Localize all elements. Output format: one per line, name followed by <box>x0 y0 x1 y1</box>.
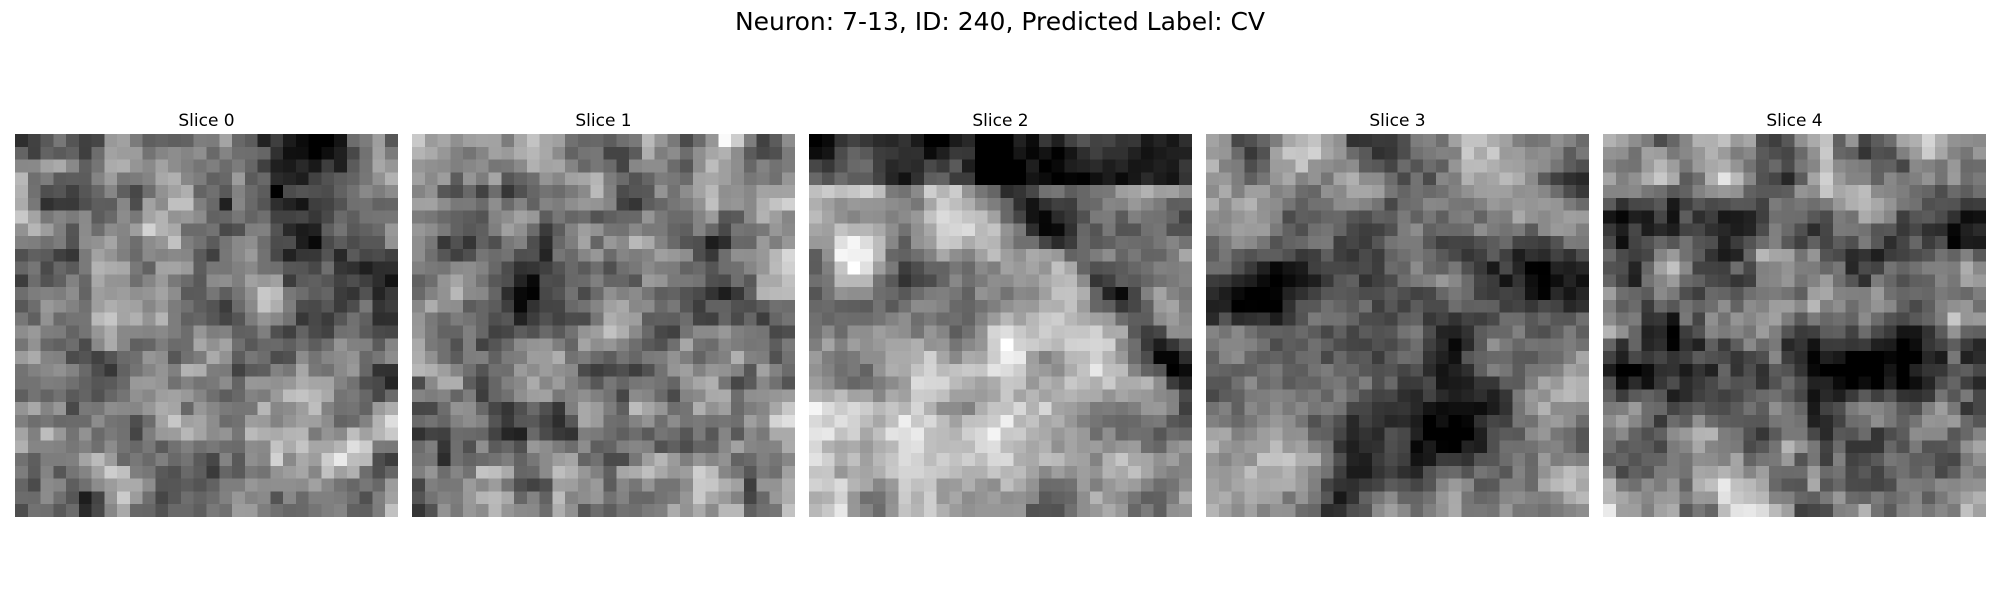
slice-panel-0: Slice 0 <box>15 110 398 517</box>
slice-image-1 <box>412 134 795 517</box>
slice-panel-1: Slice 1 <box>412 110 795 517</box>
slice-image-4 <box>1603 134 1986 517</box>
slice-panel-4: Slice 4 <box>1603 110 1986 517</box>
slice-panel-2: Slice 2 <box>809 110 1192 517</box>
slice-image-2 <box>809 134 1192 517</box>
slice-image-3 <box>1206 134 1589 517</box>
slice-title-1: Slice 1 <box>575 111 632 131</box>
slice-title-0: Slice 0 <box>178 111 235 131</box>
slice-title-2: Slice 2 <box>972 111 1029 131</box>
figure-title: Neuron: 7-13, ID: 240, Predicted Label: … <box>734 7 1266 36</box>
slice-image-0 <box>15 134 398 517</box>
slice-title-4: Slice 4 <box>1766 111 1823 131</box>
slice-title-3: Slice 3 <box>1369 111 1426 131</box>
slice-panel-3: Slice 3 <box>1206 110 1589 517</box>
